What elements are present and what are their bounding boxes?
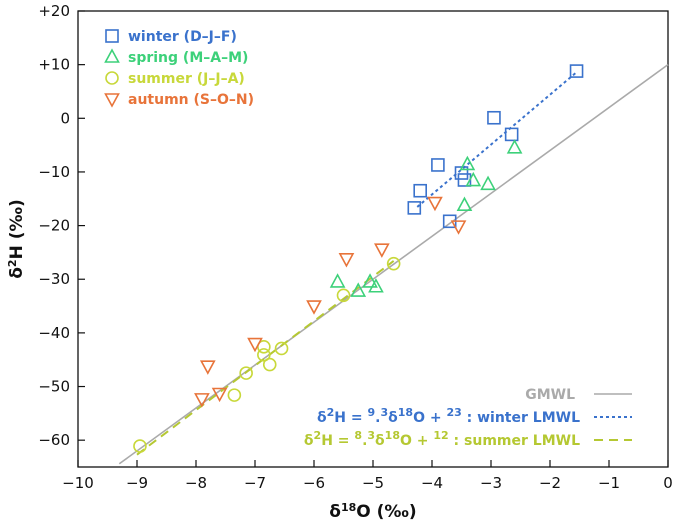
- point-spring: [362, 273, 378, 288]
- point-summer: [274, 341, 289, 356]
- winter-equation: δ2H = 9.3δ18O + 23 : winter LMWL: [317, 406, 580, 427]
- y-tick-label: −10: [38, 163, 70, 181]
- legend-label-summer: summer (J–J–A): [128, 71, 245, 87]
- point-summer: [133, 439, 147, 453]
- point-winter: [457, 173, 472, 187]
- y-tick-label: −50: [38, 378, 70, 396]
- point-autumn: [211, 387, 228, 403]
- x-tick-label: −6: [303, 474, 325, 492]
- point-spring: [459, 155, 476, 171]
- x-tick-label: −8: [185, 474, 207, 492]
- line-winter-lmwl: [416, 71, 578, 208]
- x-tick-label: −5: [362, 474, 384, 492]
- x-tick-label: −10: [62, 474, 94, 492]
- legend-marker-winter: [105, 29, 119, 43]
- gmwl-label: GMWL: [525, 387, 575, 403]
- point-summer: [257, 348, 271, 362]
- legend: winter (D–J–F) spring (M–A–M) summer (J–J–…: [104, 29, 254, 108]
- x-tick-label: −4: [421, 474, 443, 492]
- point-winter: [487, 110, 501, 125]
- point-autumn: [338, 253, 355, 268]
- line-legend: GMWL δ2H = 9.3δ18O + 23 : winter LMWLδ2H …: [304, 387, 632, 449]
- legend-label-spring: spring (M–A–M): [128, 50, 248, 66]
- point-spring: [368, 278, 384, 293]
- x-tick-label: −3: [480, 474, 502, 492]
- point-spring: [456, 196, 473, 212]
- y-axis-label: δ2H (‰): [6, 199, 28, 279]
- y-tick-label: +10: [38, 56, 70, 74]
- y-tick-label: +20: [38, 2, 70, 20]
- legend-marker-spring: [104, 48, 120, 63]
- point-autumn: [427, 196, 443, 212]
- point-winter: [569, 64, 584, 78]
- x-tick-label: −9: [126, 474, 148, 492]
- point-summer: [239, 366, 253, 380]
- point-autumn: [306, 300, 322, 315]
- y-tick-label: −40: [38, 324, 70, 342]
- point-winter: [504, 127, 519, 142]
- point-autumn: [247, 337, 263, 353]
- point-autumn: [199, 360, 216, 375]
- point-spring: [350, 282, 367, 297]
- line-gmwl: [118, 64, 669, 465]
- x-axis-label: δ18O (‰): [329, 501, 416, 523]
- line-summer-lmwl: [136, 260, 395, 456]
- x-tick-label: 0: [663, 474, 673, 492]
- point-summer: [262, 357, 277, 372]
- point-spring: [480, 175, 496, 191]
- point-autumn: [194, 393, 210, 408]
- legend-label-winter: winter (D–J–F): [128, 29, 237, 45]
- y-tick-label: 0: [60, 109, 70, 127]
- point-winter: [431, 158, 445, 172]
- point-summer: [386, 256, 401, 271]
- point-winter: [413, 183, 428, 198]
- point-summer: [227, 388, 242, 402]
- legend-marker-summer: [105, 71, 119, 85]
- y-tick-label: −60: [38, 431, 70, 449]
- point-summer: [336, 288, 351, 303]
- axis-ticks: −10 −9 −8 −7 −6 −5 −4 −3 −2 −1 0+20+100−10−20−30−4…: [38, 2, 672, 492]
- regression-lines: [118, 64, 669, 465]
- point-spring: [329, 273, 346, 288]
- data-points: [133, 64, 584, 453]
- point-spring: [465, 171, 482, 187]
- point-winter: [407, 201, 422, 215]
- y-tick-label: −20: [38, 217, 70, 235]
- x-tick-label: −2: [539, 474, 561, 492]
- x-tick-label: −7: [244, 474, 266, 492]
- summer-equation: δ2H = 8.3δ18O + 12 : summer LMWL: [304, 429, 580, 450]
- point-autumn: [374, 243, 390, 258]
- x-tick-label: −1: [598, 474, 620, 492]
- y-tick-label: −30: [38, 270, 70, 288]
- legend-label-autumn: autumn (S–O–N): [128, 92, 254, 108]
- legend-marker-autumn: [104, 93, 120, 108]
- point-spring: [506, 139, 523, 154]
- point-autumn: [450, 220, 467, 235]
